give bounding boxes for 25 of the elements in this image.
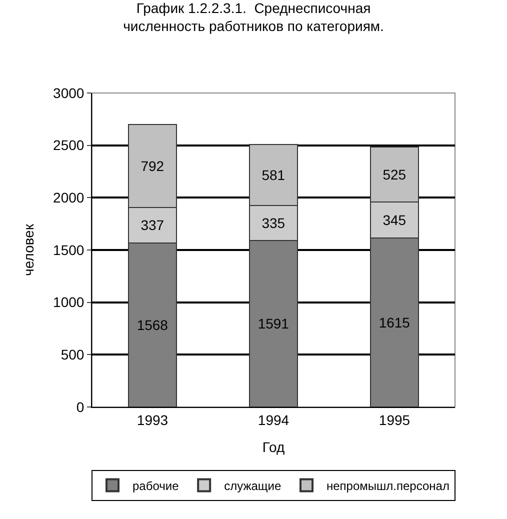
legend-label: рабочие xyxy=(132,478,180,493)
y-tick-label: 1000 xyxy=(53,294,84,310)
y-tick-label: 0 xyxy=(76,398,84,415)
data-label: 335 xyxy=(262,214,286,231)
data-label: 345 xyxy=(382,212,406,228)
y-tick-label: 500 xyxy=(60,346,84,363)
x-tick-label: 1993 xyxy=(136,412,168,428)
x-tick-label: 1995 xyxy=(378,412,410,428)
y-tick-label: 2500 xyxy=(53,137,84,154)
x-tick-label: 1994 xyxy=(258,412,290,428)
y-tick-label: 3000 xyxy=(53,84,84,101)
data-label: 337 xyxy=(140,217,164,234)
data-label: 1568 xyxy=(136,316,168,333)
data-label: 1615 xyxy=(378,314,410,330)
data-label: 792 xyxy=(140,158,164,174)
y-axis-title: человек xyxy=(20,223,37,276)
legend-label: непромышл.персонал xyxy=(326,478,450,493)
y-tick-label: 2000 xyxy=(53,190,84,206)
chart-title: График 1.2.2.3.1. Среднесписочная численность работников по категориям. xyxy=(123,0,384,34)
y-tick-label: 1500 xyxy=(53,242,84,258)
data-label: 1591 xyxy=(258,316,290,332)
x-axis-title: Год xyxy=(262,439,285,456)
data-label: 525 xyxy=(382,166,406,182)
legend-label: служащие xyxy=(224,478,282,493)
data-label: 581 xyxy=(262,167,286,184)
